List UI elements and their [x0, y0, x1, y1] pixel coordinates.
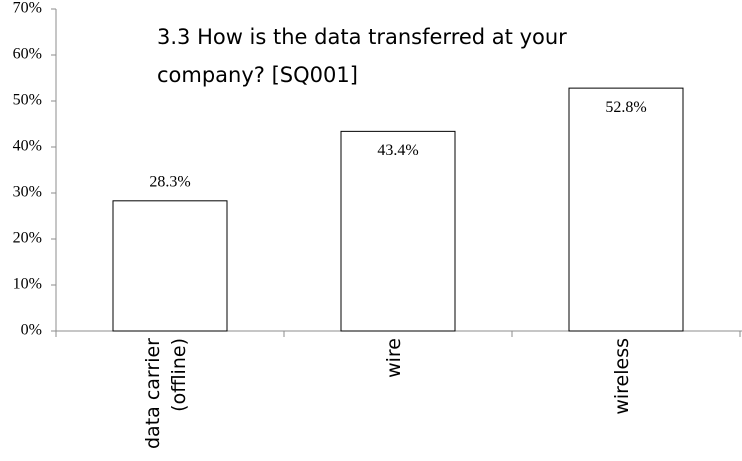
data-label: 43.4%	[377, 142, 418, 159]
y-tick-label: 10%	[13, 276, 42, 293]
y-tick-label: 50%	[13, 92, 42, 109]
y-tick-label: 40%	[13, 138, 42, 155]
y-tick-label: 0%	[21, 322, 42, 339]
y-tick-label: 70%	[13, 0, 42, 17]
data-label: 52.8%	[605, 99, 646, 116]
y-tick-label: 20%	[13, 230, 42, 247]
x-tick-label: data carrier (offline)	[142, 338, 190, 449]
bar	[568, 87, 684, 332]
chart-title: 3.3 How is the data transferred at your …	[157, 25, 567, 87]
bar	[112, 200, 228, 332]
x-tick-label: wire	[383, 338, 405, 378]
y-tick-label: 60%	[13, 46, 42, 63]
bar	[340, 130, 456, 332]
x-tick-label: wireless	[611, 338, 633, 415]
data-label: 28.3%	[149, 173, 190, 190]
y-tick-label: 30%	[13, 184, 42, 201]
